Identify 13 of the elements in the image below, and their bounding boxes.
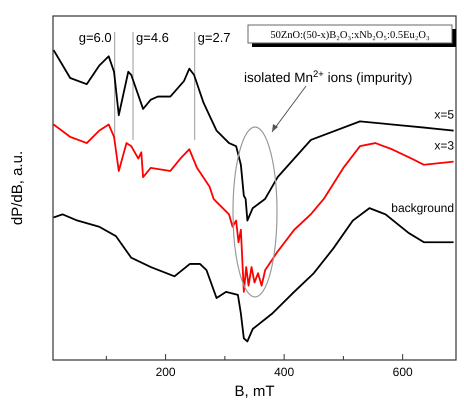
text: g=2.7 [198,30,231,45]
annotation: isolated Mn$^{2+}$ ions (impurity) [244,68,412,85]
y-axis-title: dP/dB, a.u. [9,150,26,226]
x-tick-label: 200 [156,365,176,379]
text: g=4.6 [136,30,169,45]
chart-title: 50ZnO:(50-x)B₂O₃:xNb₂O₅:0.5Eu₂O₃ [270,30,430,41]
series-label: x=3 [434,138,454,153]
series-label: x=5 [434,108,454,122]
text: g=6.0 [78,30,112,45]
x-tick-label: 400 [274,365,294,379]
x-axis-title: B, mT [234,383,274,400]
x-tick-label: 600 [392,365,413,379]
series-label: background [391,201,454,216]
